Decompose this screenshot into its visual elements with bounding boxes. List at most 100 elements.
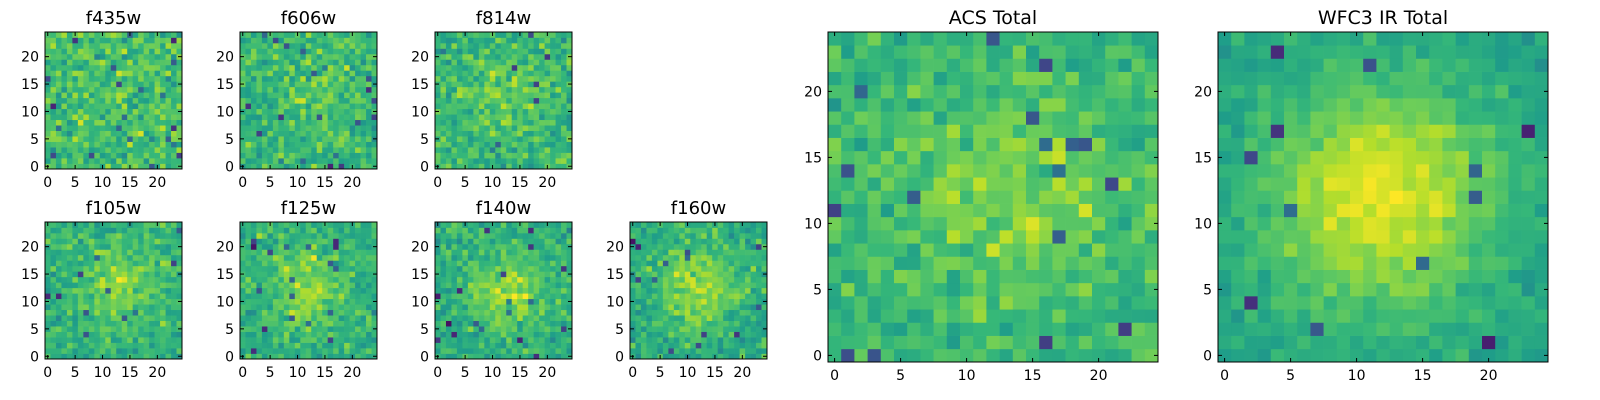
heatmap-cell <box>478 141 485 148</box>
heatmap-cell <box>1105 230 1119 244</box>
heatmap-cell <box>478 53 485 60</box>
heatmap-cell <box>695 265 702 272</box>
heatmap-cell <box>333 103 339 110</box>
heatmap-cell <box>630 265 636 272</box>
heatmap-cell <box>651 287 658 294</box>
x-tick-label: 5 <box>71 175 80 191</box>
heatmap-cell <box>110 337 117 343</box>
heatmap-cell <box>1012 203 1027 218</box>
heatmap-cell <box>555 163 562 170</box>
heatmap-cell <box>561 260 567 267</box>
heatmap-cell <box>83 136 90 142</box>
heatmap-cell <box>467 309 474 316</box>
heatmap-cell <box>435 75 441 82</box>
heatmap-cell <box>662 265 669 272</box>
heatmap-cell <box>920 230 934 244</box>
heatmap-cell <box>506 293 513 300</box>
heatmap-cell <box>289 309 296 316</box>
heatmap-cell <box>176 331 183 338</box>
heatmap-cell <box>72 53 79 60</box>
heatmap-cell <box>528 158 534 164</box>
heatmap-cell <box>511 59 518 66</box>
heatmap-cell <box>533 243 540 250</box>
heatmap-cell <box>300 48 307 55</box>
x-tick-label: 0 <box>238 175 247 191</box>
heatmap-cell <box>305 75 312 82</box>
heatmap-cell <box>739 238 746 245</box>
heatmap-cell <box>500 287 507 294</box>
heatmap-cell <box>533 287 540 294</box>
heatmap-cell <box>484 337 491 343</box>
heatmap-cell <box>160 92 166 99</box>
heatmap-cell <box>533 92 540 99</box>
heatmap-cell <box>630 342 636 349</box>
heatmap-cell <box>550 309 556 316</box>
heatmap-cell <box>240 282 246 289</box>
heatmap-cell <box>305 114 312 121</box>
heatmap-cell <box>176 86 183 93</box>
heatmap-cell <box>61 320 68 327</box>
heatmap-cell <box>171 282 177 289</box>
heatmap-cell <box>256 254 263 261</box>
heatmap-cell <box>550 103 556 110</box>
heatmap-cell <box>366 293 372 300</box>
heatmap-cell <box>344 152 350 159</box>
heatmap-cell <box>256 271 263 278</box>
heatmap-cell <box>828 335 842 350</box>
heatmap-cell <box>110 48 117 55</box>
heatmap-cell <box>344 32 350 38</box>
heatmap-cell <box>88 249 95 256</box>
heatmap-cell <box>289 125 296 131</box>
heatmap-cell <box>723 271 729 278</box>
heatmap-cell <box>261 304 268 311</box>
heatmap-cell <box>561 348 567 354</box>
heatmap-cell <box>657 320 664 327</box>
heatmap-cell <box>712 243 719 250</box>
heatmap-cell <box>72 276 79 283</box>
heatmap-cell <box>261 125 268 131</box>
heatmap-cell <box>440 337 447 343</box>
heatmap-cell <box>305 271 312 278</box>
heatmap-cell <box>300 348 307 354</box>
heatmap-cell <box>484 152 491 159</box>
heatmap-cell <box>355 276 361 283</box>
heatmap-cell <box>445 287 452 294</box>
heatmap-cell <box>544 70 551 77</box>
heatmap-cell <box>143 48 150 55</box>
heatmap-cell <box>679 243 686 250</box>
heatmap-cell <box>333 119 339 126</box>
heatmap-cell <box>77 108 84 115</box>
heatmap-cell <box>338 81 345 88</box>
heatmap-cell <box>946 243 961 257</box>
heatmap-cell <box>333 64 339 71</box>
heatmap-cell <box>127 130 134 137</box>
heatmap-cell <box>240 265 246 272</box>
heatmap-cell <box>679 249 686 256</box>
heatmap-cell <box>555 158 562 164</box>
heatmap-cell <box>272 227 279 234</box>
heatmap-cell <box>311 92 318 99</box>
heatmap-cell <box>50 152 57 159</box>
heatmap-cell <box>673 331 680 338</box>
heatmap-cell <box>77 337 84 343</box>
heatmap-cell <box>338 92 345 99</box>
heatmap-cell <box>366 92 372 99</box>
heatmap-cell <box>451 238 458 245</box>
heatmap-cell <box>45 238 51 245</box>
heatmap-cell <box>94 337 101 343</box>
heatmap-cell <box>355 53 361 60</box>
heatmap-cell <box>500 141 507 148</box>
heatmap-cell <box>533 320 540 327</box>
heatmap-cell <box>88 342 95 349</box>
heatmap-cell <box>316 32 323 38</box>
heatmap-cell <box>138 315 144 321</box>
heatmap-cell <box>484 287 491 294</box>
heatmap-cell <box>478 130 485 137</box>
heatmap-cell <box>371 238 378 245</box>
heatmap-cell <box>88 238 95 245</box>
heatmap-cell <box>305 32 312 38</box>
heatmap-cell <box>662 249 669 256</box>
heatmap-cell <box>717 337 724 343</box>
heatmap-cell <box>750 249 757 256</box>
heatmap-cell <box>99 108 106 115</box>
